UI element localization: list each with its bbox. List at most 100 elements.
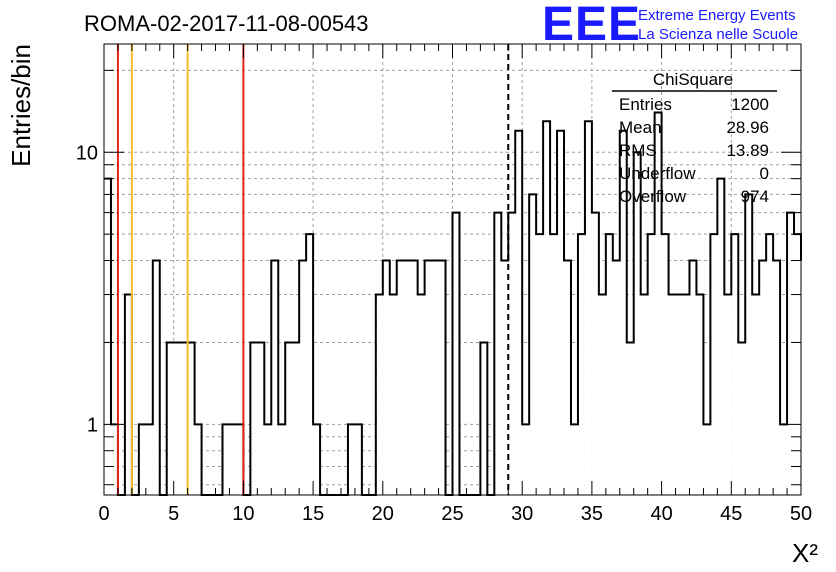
x-tick-label: 45: [720, 503, 742, 525]
histogram-bin: [313, 424, 321, 495]
stats-row-label: Entries: [619, 95, 672, 114]
histogram-bin: [124, 294, 132, 495]
histogram-bin: [389, 294, 397, 495]
chart-title: ROMA-02-2017-11-08-00543: [84, 11, 369, 36]
logo-line-1: Extreme Energy Events: [638, 7, 796, 24]
histogram-bin: [417, 294, 425, 495]
y-tick-label: 10: [76, 142, 98, 164]
histogram-bin: [145, 424, 153, 495]
histogram-bin: [529, 194, 537, 495]
stats-row-label: Underflow: [619, 164, 696, 183]
histogram-bin: [703, 424, 711, 495]
stats-rows: Entries 1200 Mean 28.96 RMS 13.89 Underflow 0 Ov…: [619, 95, 769, 206]
histogram-bin: [647, 234, 655, 495]
histogram-bin: [738, 342, 746, 495]
histogram-bin: [668, 294, 676, 495]
histogram-bin: [605, 234, 613, 495]
histogram-bin: [354, 424, 362, 495]
x-tick-label: 30: [511, 503, 533, 525]
histogram-bin: [271, 260, 279, 495]
y-axis-title: Entries/bin: [6, 44, 36, 167]
histogram-bin: [410, 260, 418, 495]
histogram-bin: [194, 424, 202, 495]
x-tick-label: 35: [581, 503, 603, 525]
histogram-bin: [654, 112, 662, 495]
histogram-bin: [264, 424, 272, 495]
histogram-bin: [598, 294, 606, 495]
x-tick-label: 40: [650, 503, 672, 525]
y-tick-label: 1: [87, 414, 98, 436]
y-tick-labels: 1 10: [76, 142, 98, 436]
histogram-bin: [508, 212, 516, 495]
histogram-bin: [696, 294, 704, 495]
histogram-bin: [661, 234, 669, 495]
histogram-bin: [689, 260, 697, 495]
histogram-bin: [612, 260, 620, 495]
histogram-bin: [557, 130, 565, 495]
histogram-bin: [229, 424, 237, 495]
histogram-bin: [619, 130, 627, 495]
histogram-bin: [494, 212, 502, 495]
stats-row-value: 1200: [731, 95, 769, 114]
histogram-bin: [591, 212, 599, 495]
histogram-bin: [257, 342, 265, 495]
histogram-bin: [543, 121, 551, 495]
stats-row-value: 0: [760, 164, 769, 183]
histogram-bin: [110, 424, 118, 495]
histogram-bin: [347, 424, 355, 495]
histogram-bin: [382, 260, 390, 495]
histogram-bin: [396, 260, 404, 495]
histogram-bin: [515, 130, 523, 495]
x-tick-label: 0: [98, 503, 109, 525]
histogram-bin: [773, 260, 781, 495]
histogram-bin: [306, 234, 314, 495]
histogram-bin: [752, 294, 760, 495]
x-tick-label: 20: [372, 503, 394, 525]
histogram-bin: [285, 342, 293, 495]
x-tick-label: 10: [232, 503, 254, 525]
histogram-bin: [152, 260, 160, 495]
histogram-bin: [180, 342, 188, 495]
stats-row-value: 13.89: [726, 141, 769, 160]
marker-lines: [116, 44, 510, 495]
x-tick-label: 25: [441, 503, 463, 525]
histogram-bin: [710, 234, 718, 495]
stats-name: ChiSquare: [653, 70, 733, 89]
x-axis-title: X²: [792, 538, 818, 568]
stats-row-value: 28.96: [726, 118, 769, 137]
histogram-bin: [682, 294, 690, 495]
histogram-bin: [780, 424, 788, 495]
histogram-bin: [731, 234, 739, 495]
stats-row-label: Mean: [619, 118, 662, 137]
histogram-bin: [536, 234, 544, 495]
stats-row-label: RMS: [619, 141, 657, 160]
histogram-bin: [250, 342, 258, 495]
histogram-bin: [222, 424, 230, 495]
histogram-bin: [480, 342, 488, 495]
histogram-bin: [522, 424, 530, 495]
histogram-bin: [438, 260, 446, 495]
histogram-bin: [138, 424, 146, 495]
histogram-bin: [104, 178, 111, 495]
histogram-bin: [292, 342, 300, 495]
histogram-bin: [626, 342, 634, 495]
axis-ticks: [103, 44, 802, 495]
stats-box: ChiSquare Entries 1200 Mean 28.96 RMS 13.89 Un…: [612, 70, 777, 206]
histogram-bin: [766, 234, 774, 495]
histogram-bin: [166, 342, 174, 495]
histogram-bin: [431, 260, 439, 495]
histogram-bin: [403, 260, 411, 495]
histogram-bin: [236, 424, 244, 495]
histogram-bin: [278, 424, 286, 495]
histogram-bin: [633, 152, 641, 495]
histogram-bin: [375, 294, 383, 495]
stats-row-label: Overflow: [619, 187, 687, 206]
histogram-bin: [501, 260, 509, 495]
histogram-bin: [570, 424, 578, 495]
x-tick-label: 15: [302, 503, 324, 525]
histogram-bin: [759, 260, 767, 495]
histogram-bin: [801, 260, 808, 495]
logo-line-2: La Scienza nelle Scuole: [638, 26, 798, 43]
histogram-bars: [104, 111, 808, 496]
